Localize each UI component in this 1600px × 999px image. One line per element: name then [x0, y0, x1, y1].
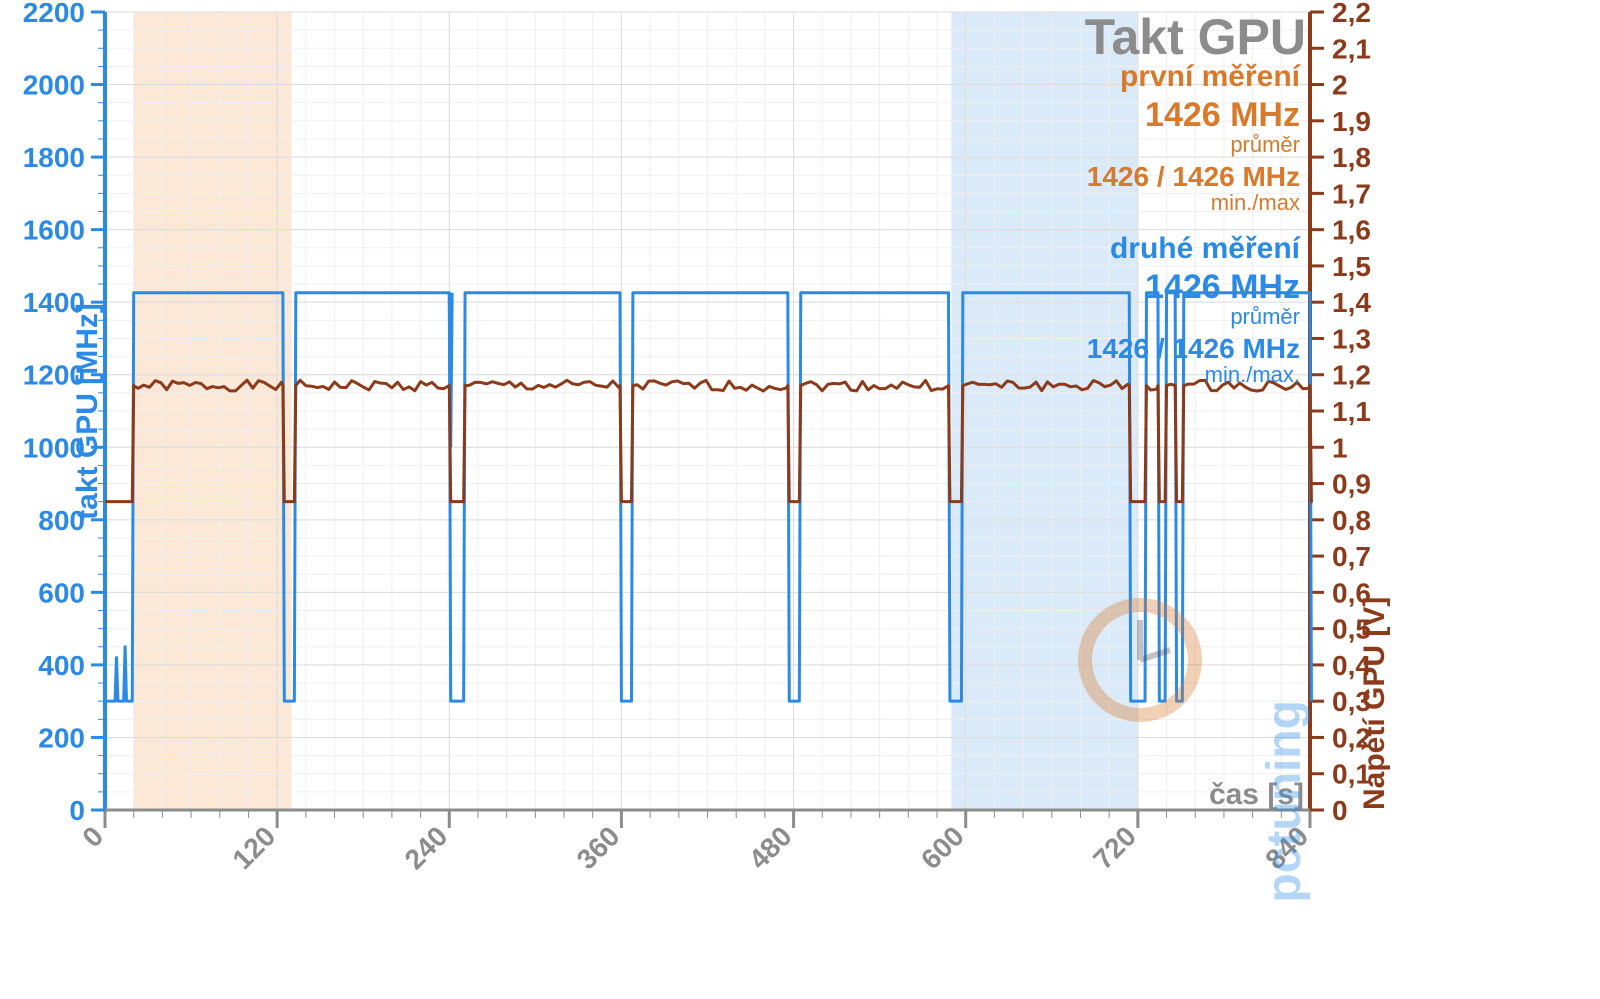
yr-tick-label: 0	[1332, 795, 1348, 826]
yr-tick-label: 1	[1332, 432, 1348, 463]
yr-tick-label: 0,7	[1332, 541, 1371, 572]
annot2-sub1: průměr	[1230, 304, 1300, 329]
annot1-value: 1426 MHz	[1145, 96, 1300, 134]
yl-tick-label: 1800	[23, 142, 85, 173]
yl-tick-label: 0	[69, 795, 85, 826]
yr-tick-label: 1,5	[1332, 251, 1371, 282]
yl-tick-label: 2200	[23, 0, 85, 28]
y-left-title: takt GPU [MHz]	[71, 303, 104, 520]
yl-tick-label: 400	[38, 650, 85, 681]
yr-tick-label: 1,7	[1332, 178, 1371, 209]
yl-tick-label: 200	[38, 722, 85, 753]
annot2-value: 1426 MHz	[1145, 268, 1300, 306]
annot2-heading: druhé měření	[1110, 232, 1302, 265]
svg-text:pctuning: pctuning	[1258, 700, 1311, 903]
chart-title: Takt GPU	[1085, 9, 1306, 65]
yl-tick-label: 600	[38, 577, 85, 608]
yl-tick-label: 1600	[23, 215, 85, 246]
yr-tick-label: 0,8	[1332, 505, 1371, 536]
yr-tick-label: 1,8	[1332, 142, 1371, 173]
yr-tick-label: 1,4	[1332, 287, 1371, 318]
yr-tick-label: 2	[1332, 70, 1348, 101]
yr-tick-label: 1,6	[1332, 215, 1371, 246]
y-right-title: Napětí GPU [V]	[1358, 597, 1391, 810]
yl-tick-label: 2000	[23, 70, 85, 101]
yr-tick-label: 1,3	[1332, 323, 1371, 354]
annot1-sub2: min./max	[1211, 190, 1300, 215]
yr-tick-label: 1,9	[1332, 106, 1371, 137]
yr-tick-label: 1,2	[1332, 360, 1371, 391]
annot1-heading: první měření	[1120, 60, 1302, 93]
annot1-minmax: 1426 / 1426 MHz	[1087, 161, 1300, 192]
yr-tick-label: 2,2	[1332, 0, 1371, 28]
yr-tick-label: 1,1	[1332, 396, 1371, 427]
annot2-sub2: min./max.	[1205, 362, 1300, 387]
annot2-minmax: 1426 / 1426 MHz	[1087, 333, 1300, 364]
yr-tick-label: 0,9	[1332, 469, 1371, 500]
yr-tick-label: 2,1	[1332, 33, 1371, 64]
annot1-sub1: průměr	[1230, 132, 1300, 157]
